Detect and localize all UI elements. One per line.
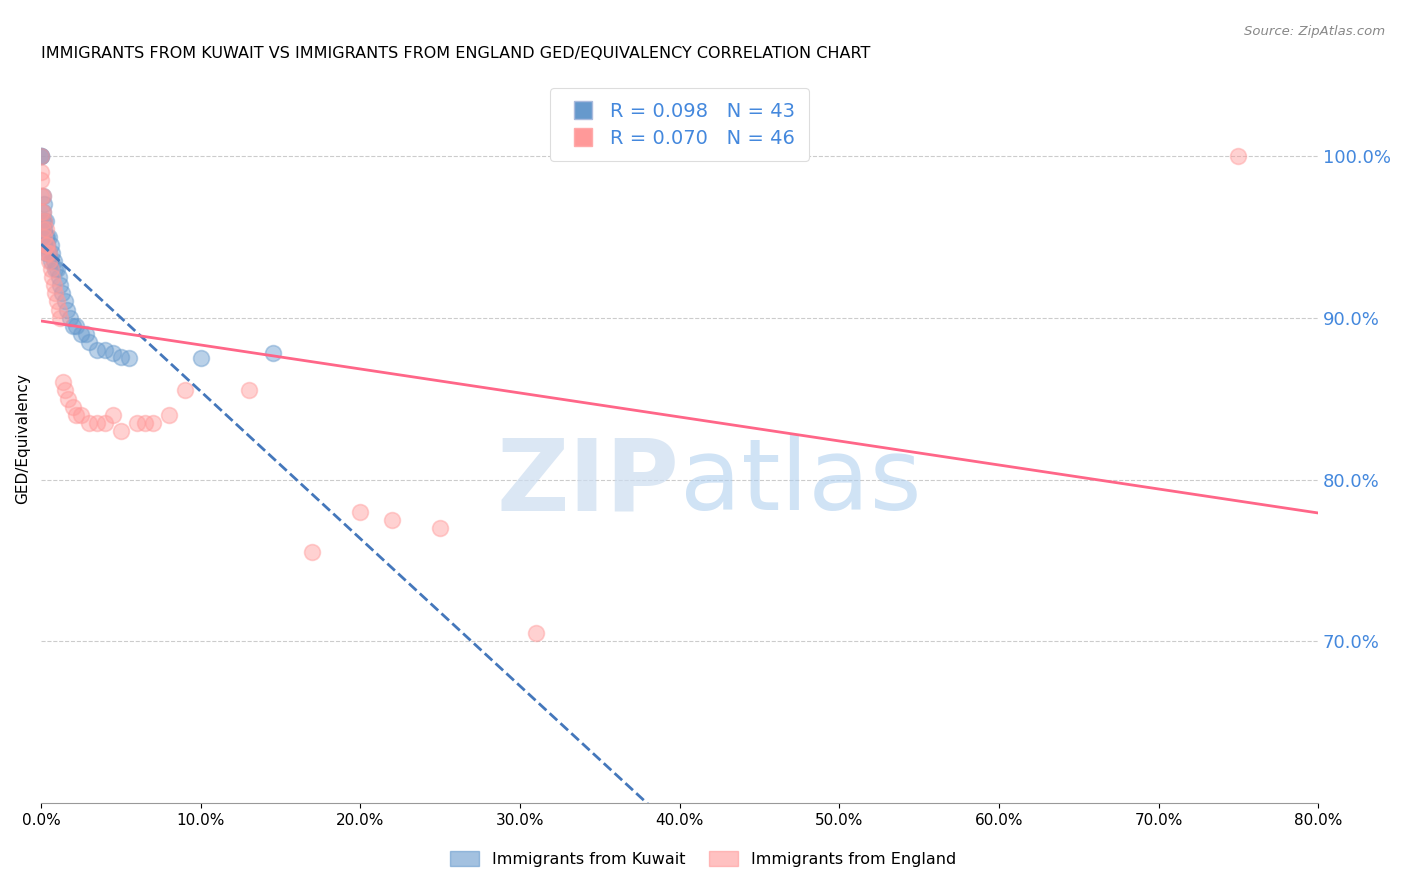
Point [41, 270, 63, 285]
Point [39, 237, 62, 252]
Point [35, 229, 58, 244]
Point [37, 237, 59, 252]
Point [53, 294, 76, 309]
Point [238, 384, 260, 398]
Point [35, 213, 58, 227]
Point [118, 351, 141, 365]
Point [59, 310, 82, 325]
Point [77, 334, 100, 349]
Point [34, 197, 56, 211]
Point [42, 254, 65, 268]
Point [34, 237, 56, 252]
Point [77, 416, 100, 430]
Point [31, 221, 53, 235]
Point [70, 326, 93, 341]
Point [173, 384, 195, 398]
Point [31, 189, 53, 203]
Point [30, 205, 52, 219]
Point [30, 149, 52, 163]
Point [110, 424, 132, 438]
Point [429, 521, 451, 535]
Point [262, 346, 284, 360]
Point [349, 505, 371, 519]
Point [30, 149, 52, 163]
Point [35, 237, 58, 252]
Point [30, 149, 52, 163]
Point [53, 384, 76, 398]
Point [37, 237, 59, 252]
Point [524, 626, 547, 640]
Point [31, 205, 53, 219]
Point [65, 318, 87, 333]
Point [157, 408, 180, 422]
Point [30, 173, 52, 187]
Point [31, 213, 53, 227]
Point [30, 189, 52, 203]
Point [52, 376, 75, 390]
Point [86, 343, 108, 357]
Point [34, 221, 56, 235]
Point [37, 246, 59, 260]
Point [44, 286, 66, 301]
Point [39, 262, 62, 277]
Point [62, 318, 84, 333]
Point [30, 149, 52, 163]
Point [94, 343, 117, 357]
Point [301, 545, 323, 559]
Point [34, 213, 56, 227]
Point [35, 221, 58, 235]
Point [134, 416, 156, 430]
Point [190, 351, 212, 365]
Point [48, 302, 70, 317]
Point [55, 302, 77, 317]
Point [49, 278, 72, 293]
Point [30, 165, 52, 179]
Text: ZIP: ZIP [496, 434, 679, 532]
Point [51, 286, 73, 301]
Legend: R = 0.098   N = 43, R = 0.070   N = 46: R = 0.098 N = 43, R = 0.070 N = 46 [550, 88, 808, 161]
Point [35, 246, 58, 260]
Point [34, 229, 56, 244]
Point [31, 221, 53, 235]
Point [142, 416, 165, 430]
Point [1227, 149, 1250, 163]
Point [101, 346, 124, 360]
Point [94, 416, 117, 430]
Point [31, 205, 53, 219]
Text: Source: ZipAtlas.com: Source: ZipAtlas.com [1244, 25, 1385, 38]
Point [31, 189, 53, 203]
Point [44, 262, 66, 277]
Legend: Immigrants from Kuwait, Immigrants from England: Immigrants from Kuwait, Immigrants from … [444, 845, 962, 873]
Point [38, 229, 60, 244]
Point [65, 408, 87, 422]
Point [38, 246, 60, 260]
Point [37, 229, 59, 244]
Point [86, 416, 108, 430]
Text: IMMIGRANTS FROM KUWAIT VS IMMIGRANTS FROM ENGLAND GED/EQUIVALENCY CORRELATION CH: IMMIGRANTS FROM KUWAIT VS IMMIGRANTS FRO… [41, 46, 870, 62]
Point [31, 229, 53, 244]
Point [101, 408, 124, 422]
Point [39, 254, 62, 268]
Point [49, 310, 72, 325]
Point [38, 254, 60, 268]
Point [75, 326, 97, 341]
Point [110, 350, 132, 364]
Point [41, 246, 63, 260]
Point [62, 400, 84, 414]
Point [42, 278, 65, 293]
Text: atlas: atlas [679, 434, 921, 532]
Point [48, 270, 70, 285]
Point [381, 513, 404, 527]
Point [38, 246, 60, 260]
Point [70, 408, 93, 422]
Point [34, 213, 56, 227]
Y-axis label: GED/Equivalency: GED/Equivalency [15, 374, 30, 505]
Point [125, 416, 148, 430]
Point [46, 262, 69, 277]
Point [46, 294, 69, 309]
Point [58, 392, 80, 406]
